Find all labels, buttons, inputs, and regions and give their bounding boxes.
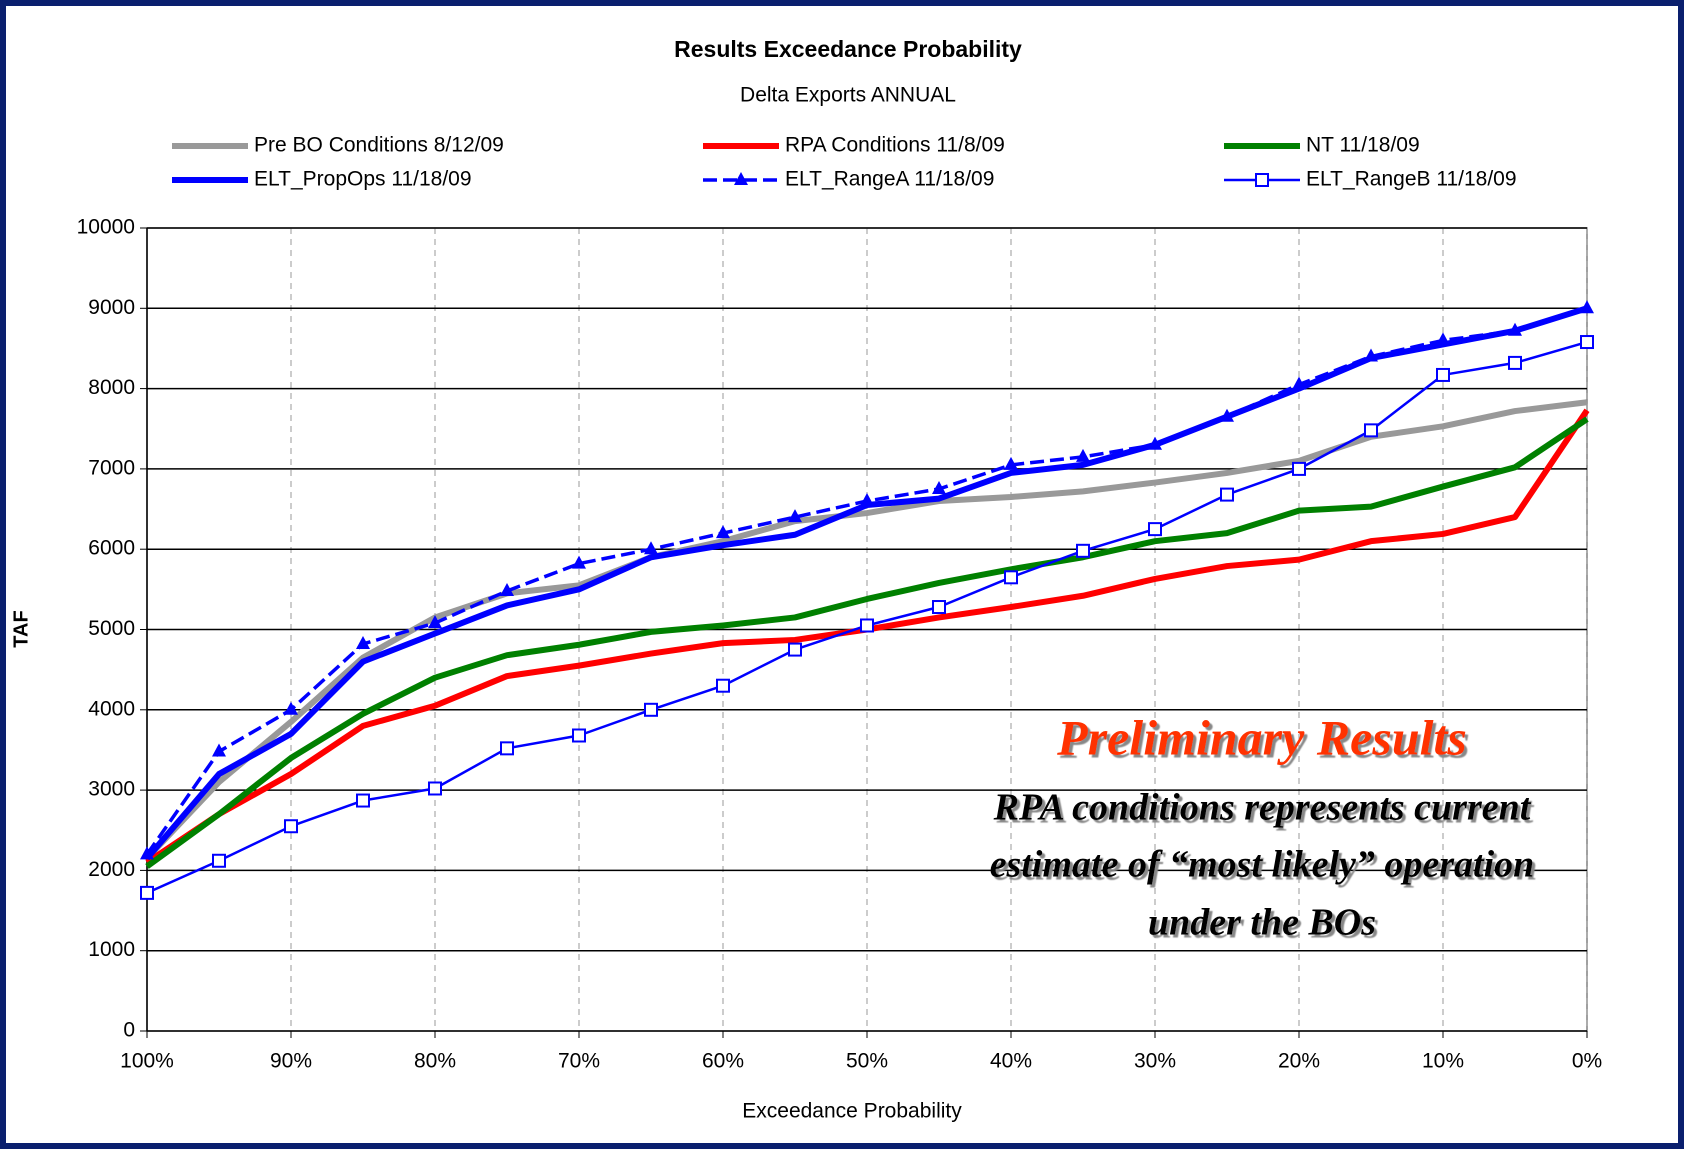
data-point — [1004, 456, 1018, 470]
legend-label: ELT_PropOps 11/18/09 — [254, 168, 472, 191]
data-point — [1292, 376, 1306, 390]
data-point — [356, 793, 370, 808]
data-point — [1004, 570, 1018, 585]
y-tick-label: 1000 — [88, 938, 135, 961]
x-tick-label: 30% — [1134, 1050, 1176, 1073]
x-tick-label: 80% — [414, 1050, 456, 1073]
y-tick-label: 7000 — [88, 456, 135, 479]
series-line — [145, 416, 1589, 869]
x-tick-label: 40% — [990, 1050, 1032, 1073]
data-point — [860, 618, 874, 633]
data-point — [932, 480, 946, 494]
x-axis-label: Exceedance Probability — [742, 1100, 962, 1123]
x-tick-label: 10% — [1422, 1050, 1464, 1073]
data-point — [1364, 423, 1378, 438]
data-point — [572, 728, 586, 743]
data-point — [428, 781, 442, 796]
data-point — [500, 582, 514, 596]
data-point — [356, 635, 370, 649]
x-tick-label: 50% — [846, 1050, 888, 1073]
annotation: RPA conditions represents current — [993, 787, 1532, 829]
chart-subtitle: Delta Exports ANNUAL — [740, 84, 956, 107]
data-point — [1580, 300, 1594, 314]
data-point — [716, 678, 730, 693]
data-point — [716, 525, 730, 539]
data-point — [1148, 436, 1162, 450]
y-tick-label: 0 — [123, 1019, 135, 1042]
x-tick-label: 70% — [558, 1050, 600, 1073]
y-axis-label: TAF — [10, 610, 32, 647]
annotation: under the BOs — [1148, 902, 1376, 944]
data-point — [644, 541, 658, 555]
data-point — [860, 493, 874, 507]
x-tick-label: 20% — [1278, 1050, 1320, 1073]
chart-title: Results Exceedance Probability — [674, 36, 1022, 62]
x-tick-label: 90% — [270, 1050, 312, 1073]
legend-label: RPA Conditions 11/8/09 — [785, 134, 1005, 157]
x-tick-label: 0% — [1572, 1050, 1602, 1073]
data-point — [644, 702, 658, 717]
data-point — [1508, 355, 1522, 370]
x-tick-label: 60% — [702, 1050, 744, 1073]
y-tick-label: 3000 — [88, 778, 135, 801]
data-point — [284, 819, 298, 834]
data-point — [1076, 448, 1090, 462]
data-point — [1364, 348, 1378, 362]
x-tick-label: 100% — [120, 1050, 174, 1073]
data-point — [1580, 335, 1594, 350]
data-point — [788, 509, 802, 523]
legend-marker — [1255, 173, 1269, 187]
data-point — [1508, 322, 1522, 336]
legend-marker — [734, 172, 748, 185]
data-point — [284, 701, 298, 715]
data-point — [1220, 408, 1234, 422]
data-point — [1220, 487, 1234, 502]
data-point — [572, 555, 586, 569]
data-point — [140, 885, 154, 900]
y-tick-label: 9000 — [88, 296, 135, 319]
data-point — [1148, 522, 1162, 537]
y-tick-label: 8000 — [88, 376, 135, 399]
data-point — [932, 600, 946, 615]
legend-label: ELT_RangeA 11/18/09 — [785, 168, 994, 191]
data-point — [1436, 367, 1450, 382]
annotation: Preliminary Results — [1056, 709, 1467, 765]
y-tick-label: 6000 — [88, 537, 135, 560]
data-point — [140, 846, 154, 860]
data-point — [788, 642, 802, 657]
data-point — [1076, 543, 1090, 558]
annotation: estimate of “most likely” operation — [990, 844, 1535, 886]
y-tick-label: 5000 — [88, 617, 135, 640]
data-point — [1436, 332, 1450, 346]
data-point — [428, 615, 442, 629]
y-tick-label: 2000 — [88, 858, 135, 881]
y-tick-label: 4000 — [88, 697, 135, 720]
legend-label: NT 11/18/09 — [1306, 134, 1420, 157]
data-point — [1292, 461, 1306, 476]
data-point — [500, 741, 514, 756]
data-point — [212, 743, 226, 757]
legend-label: Pre BO Conditions 8/12/09 — [254, 134, 504, 157]
y-tick-label: 10000 — [77, 216, 135, 239]
series-line — [144, 399, 1588, 861]
data-point — [212, 853, 226, 868]
legend-label: ELT_RangeB 11/18/09 — [1306, 168, 1517, 191]
